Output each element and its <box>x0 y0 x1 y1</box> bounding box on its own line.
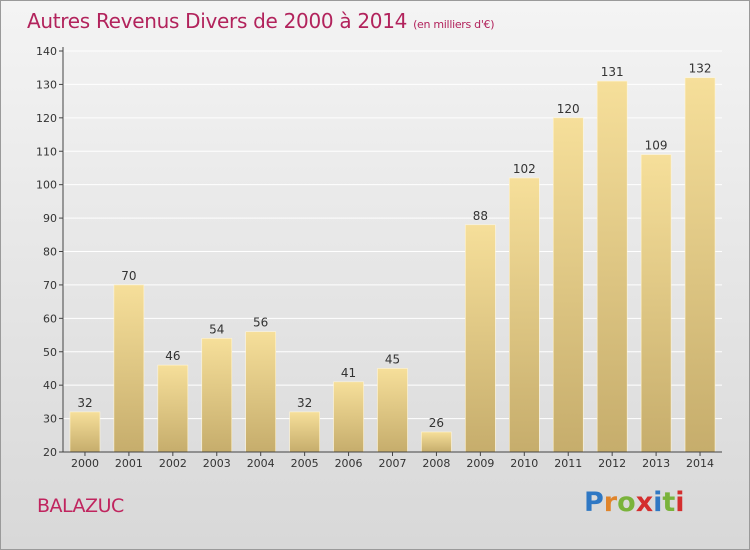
bar <box>508 177 540 453</box>
x-tick-label: 2004 <box>247 457 275 470</box>
logo-letter: i <box>675 487 685 518</box>
y-tick-label: 30 <box>43 413 57 426</box>
data-label: 32 <box>77 396 92 410</box>
y-tick-label: 140 <box>36 45 57 58</box>
y-tick-label: 80 <box>43 246 57 259</box>
x-tick-label: 2005 <box>291 457 319 470</box>
data-label: 102 <box>513 162 536 176</box>
bar <box>596 80 628 453</box>
logo-letter: t <box>662 487 676 518</box>
y-tick-label: 20 <box>43 446 57 459</box>
bar <box>201 338 233 453</box>
x-tick-label: 2007 <box>379 457 407 470</box>
data-label: 54 <box>209 322 224 336</box>
bar <box>421 431 452 453</box>
data-label: 120 <box>557 102 580 116</box>
bar <box>333 381 364 453</box>
logo-letter: P <box>584 487 604 518</box>
y-tick-label: 110 <box>36 145 57 158</box>
logo-letter: x <box>635 487 654 518</box>
y-tick-label: 60 <box>43 312 57 325</box>
y-tick-label: 130 <box>36 78 57 91</box>
x-tick-label: 2012 <box>598 457 626 470</box>
y-tick-label: 70 <box>43 279 57 292</box>
x-tick-label: 2001 <box>115 457 143 470</box>
x-tick-label: 2013 <box>642 457 670 470</box>
data-label: 56 <box>253 316 268 330</box>
x-tick-label: 2006 <box>335 457 363 470</box>
proxiti-logo: Proxiti <box>584 487 685 518</box>
data-label: 32 <box>297 396 312 410</box>
x-tick-label: 2009 <box>466 457 494 470</box>
y-tick-label: 100 <box>36 179 57 192</box>
y-tick-label: 50 <box>43 346 57 359</box>
x-tick-label: 2011 <box>554 457 582 470</box>
x-tick-label: 2008 <box>422 457 450 470</box>
data-label: 132 <box>689 62 712 76</box>
y-tick-label: 40 <box>43 379 57 392</box>
bar <box>69 411 101 453</box>
x-tick-label: 2002 <box>159 457 187 470</box>
bar <box>640 154 672 453</box>
data-label: 45 <box>385 352 400 366</box>
bar <box>245 331 276 453</box>
data-label: 46 <box>165 349 180 363</box>
bar <box>552 117 584 453</box>
bar <box>377 368 408 453</box>
data-label: 41 <box>341 366 356 380</box>
x-tick-label: 2003 <box>203 457 231 470</box>
y-tick-label: 90 <box>43 212 57 225</box>
data-label: 26 <box>429 416 444 430</box>
data-label: 70 <box>121 269 136 283</box>
logo-letter: r <box>603 487 618 518</box>
data-label: 88 <box>473 209 488 223</box>
bar <box>684 77 716 453</box>
bar <box>157 364 189 453</box>
chart-unit: (en milliers d'€) <box>413 18 495 31</box>
bar <box>465 224 496 453</box>
chart-title: Autres Revenus Divers de 2000 à 2014 (en … <box>27 9 495 33</box>
data-label: 131 <box>601 65 624 79</box>
commune-name: BALAZUC <box>37 495 124 517</box>
x-tick-label: 2014 <box>686 457 714 470</box>
logo-letter: o <box>617 487 636 518</box>
x-tick-label: 2010 <box>510 457 538 470</box>
bar <box>289 411 320 453</box>
chart-title-text: Autres Revenus Divers de 2000 à 2014 <box>27 9 408 33</box>
bar <box>113 284 145 453</box>
data-label: 109 <box>645 139 668 153</box>
x-tick-label: 2000 <box>71 457 99 470</box>
logo-letter: i <box>653 487 663 518</box>
y-tick-label: 120 <box>36 112 57 125</box>
